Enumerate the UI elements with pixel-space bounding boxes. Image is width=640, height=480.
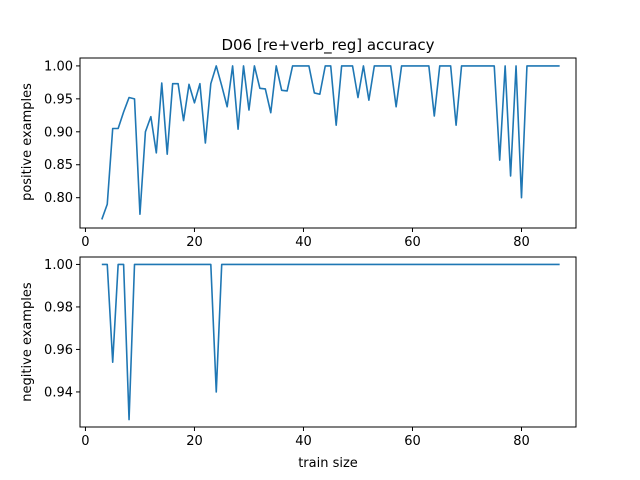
bottom-y-tick-label: 0.94 xyxy=(44,385,73,400)
top-x-tick-label: 60 xyxy=(404,235,421,250)
top-x-tick-label: 0 xyxy=(81,235,89,250)
top-chart-title: D06 [re+verb_reg] accuracy xyxy=(221,36,434,55)
top-y-tick-label: 0.85 xyxy=(44,158,73,173)
bottom-ticks: 0 20 40 60 80 0.94 0.96 0.98 1.00 xyxy=(44,258,530,449)
bottom-y-tick-label: 1.00 xyxy=(44,258,73,273)
bottom-x-tick-label: 80 xyxy=(513,434,530,449)
top-y-tick-label: 0.95 xyxy=(44,92,73,107)
bottom-x-tick-label: 20 xyxy=(186,434,203,449)
bottom-plot-frame xyxy=(79,256,577,428)
bottom-y-tick-label: 0.98 xyxy=(44,300,73,315)
top-x-tick-label: 80 xyxy=(513,235,530,250)
bottom-x-axis-label: train size xyxy=(298,456,358,471)
top-series-line xyxy=(101,65,560,220)
top-subplot: D06 [re+verb_reg] accuracy positive exam… xyxy=(20,36,577,250)
top-y-tick-label: 1.00 xyxy=(44,59,73,74)
top-plot-frame xyxy=(79,57,577,229)
bottom-y-axis-label: negitive examples xyxy=(20,282,35,402)
top-x-tick-label: 20 xyxy=(186,235,203,250)
bottom-x-tick-label: 0 xyxy=(81,434,89,449)
bottom-subplot: negitive examples train size 0 20 40 60 80 0.… xyxy=(20,256,577,471)
top-x-tick-label: 40 xyxy=(295,235,312,250)
bottom-series-line xyxy=(101,263,560,421)
top-y-tick-label: 0.90 xyxy=(44,125,73,140)
bottom-y-tick-label: 0.96 xyxy=(44,343,73,358)
top-y-axis-label: positive examples xyxy=(20,83,35,201)
bottom-x-tick-label: 60 xyxy=(404,434,421,449)
top-ticks: 0 20 40 60 80 0.80 0.85 0.90 0.95 1.00 xyxy=(44,59,530,250)
top-y-tick-label: 0.80 xyxy=(44,191,73,206)
bottom-x-tick-label: 40 xyxy=(295,434,312,449)
